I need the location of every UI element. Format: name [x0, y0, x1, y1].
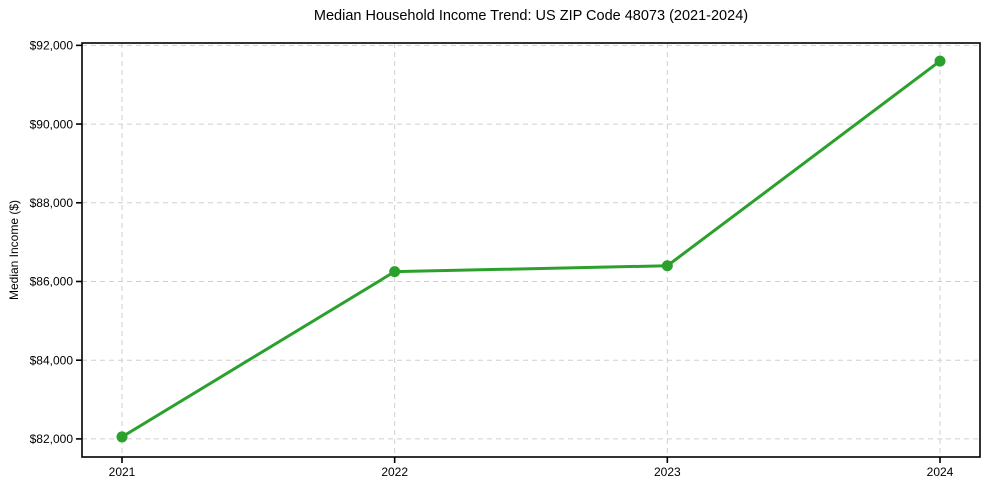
axes-frame	[81, 42, 981, 458]
y-tick-label: $86,000	[30, 275, 74, 289]
y-axis-label: Median Income ($)	[7, 199, 21, 301]
x-tick-label: 2022	[381, 465, 408, 479]
trend-line	[120, 59, 942, 439]
x-tick-label: 2024	[927, 465, 954, 479]
chart-title: Median Household Income Trend: US ZIP Co…	[313, 8, 749, 24]
data-point-marker	[661, 260, 673, 272]
y-tick-label: $90,000	[30, 117, 74, 131]
x-tick-label: 2023	[654, 465, 681, 479]
x-tick-label: 2021	[109, 465, 136, 479]
y-tick-label: $88,000	[30, 196, 74, 210]
y-tick-label: $84,000	[30, 353, 74, 367]
data-point-marker	[934, 55, 946, 67]
data-point-marker	[116, 431, 128, 443]
data-point-marker	[389, 266, 401, 278]
y-tick-label: $92,000	[30, 39, 74, 53]
y-tick-label: $82,000	[30, 432, 74, 446]
